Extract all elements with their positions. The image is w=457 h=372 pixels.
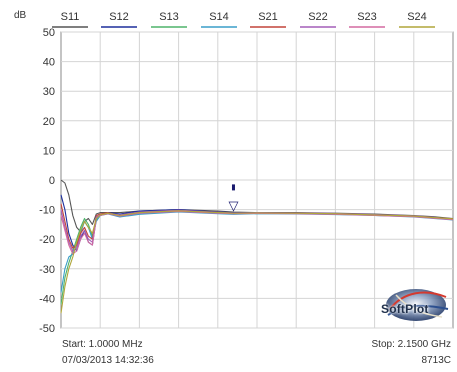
- legend-label-s23: S23: [357, 11, 377, 23]
- legend-label-s24: S24: [407, 11, 427, 23]
- legend-label-s21: S21: [258, 11, 278, 23]
- y-tick-label: 0: [49, 175, 55, 187]
- softplot-logo-text: SoftPlot: [381, 302, 429, 316]
- legend-label-s12: S12: [109, 11, 129, 23]
- y-tick-label: 30: [43, 86, 55, 98]
- y-tick-label: -50: [39, 323, 55, 335]
- marker-indicator: [231, 184, 235, 191]
- marker-triangle-icon: ▽: [228, 198, 238, 213]
- stop-frequency-label: Stop: 2.1500 GHz: [371, 339, 452, 350]
- instrument-model-label: 8713C: [421, 355, 451, 366]
- y-tick-label: -30: [39, 264, 55, 276]
- legend-label-s22: S22: [308, 11, 328, 23]
- legend-label-s13: S13: [159, 11, 179, 23]
- y-tick-label: 20: [43, 116, 55, 128]
- y-tick-label: -40: [39, 293, 55, 305]
- y-tick-label: 10: [43, 145, 55, 157]
- y-tick-label: -20: [39, 234, 55, 246]
- y-tick-label: -10: [39, 205, 55, 217]
- y-axis-unit-label: dB: [14, 10, 27, 21]
- legend-label-s14: S14: [209, 11, 229, 23]
- series-line-s24: [60, 210, 454, 314]
- legend-label-s11: S11: [61, 11, 80, 23]
- start-frequency-label: Start: 1.0000 MHz: [62, 339, 143, 350]
- y-tick-label: 50: [43, 27, 55, 39]
- softplot-logo-image: [386, 289, 449, 321]
- timestamp-label: 07/03/2013 14:32:36: [62, 355, 154, 366]
- y-tick-label: 40: [43, 57, 55, 69]
